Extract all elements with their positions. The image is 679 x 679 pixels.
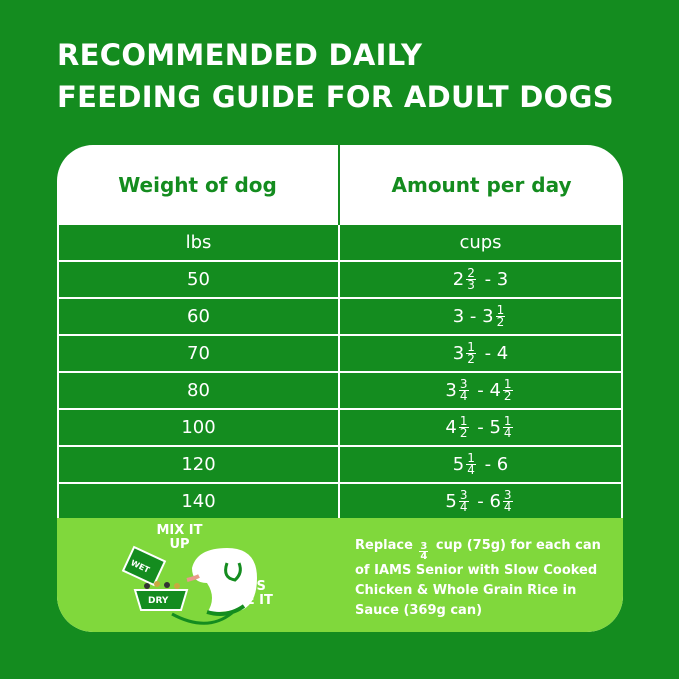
mix-illustration (121, 545, 257, 625)
header-weight: Weight of dog (57, 145, 340, 225)
weight-cell: 100 (59, 410, 340, 445)
arrow-icon (171, 611, 233, 625)
weight-cell: 70 (59, 336, 340, 371)
dry-bowl-icon (133, 589, 189, 611)
table-row: 120 5 1 4 - 6 (59, 447, 621, 484)
table-body: lbs cups 50 2 2 3 - 3 60 3 - 3 1 2 70 3 1 2 - 4 80 3 3… (59, 225, 621, 521)
table-row: 70 3 1 2 - 4 (59, 336, 621, 373)
page-title: RECOMMENDED DAILY FEEDING GUIDE FOR ADUL… (57, 38, 614, 114)
feeding-table: Weight of dog Amount per day lbs cups 50… (57, 145, 623, 632)
table-header: Weight of dog Amount per day (57, 145, 623, 225)
wet-food-panel: MIX IT UP WET DRY DOGS LOVE IT Replace 3… (57, 518, 623, 632)
table-row: 50 2 2 3 - 3 (59, 262, 621, 299)
weight-cell: 80 (59, 373, 340, 408)
header-amount: Amount per day (391, 173, 572, 197)
weight-cell: 60 (59, 299, 340, 334)
weight-cell: 50 (59, 262, 340, 297)
weight-cell: 120 (59, 447, 340, 482)
units-row: lbs cups (59, 225, 621, 262)
weight-cell: 140 (59, 484, 340, 519)
wet-food-pack-icon (121, 545, 167, 587)
